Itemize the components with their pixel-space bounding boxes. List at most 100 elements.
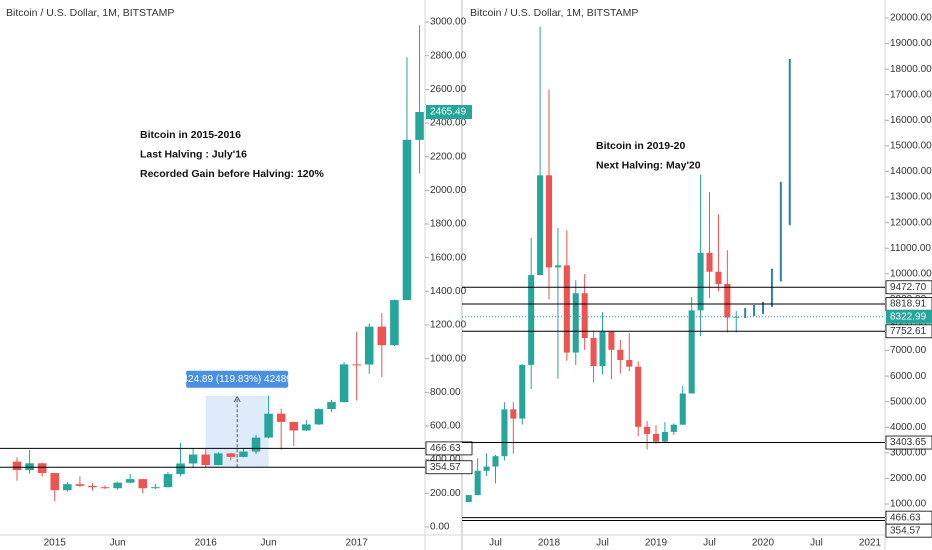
candle-body: [581, 293, 588, 339]
candle-body: [679, 393, 686, 425]
annotation: Bitcoin in 2019-20: [596, 140, 685, 152]
candle-body: [125, 479, 135, 483]
y-tick-label: 1800.00: [430, 219, 467, 230]
candle-body: [25, 463, 34, 471]
candle-body: [474, 470, 481, 496]
y-tick-label: 5000.00: [890, 396, 927, 407]
candle-body: [214, 453, 223, 465]
candle-body: [537, 175, 544, 276]
candle-body: [239, 451, 248, 457]
candle-body: [339, 364, 349, 403]
price-label: 8322.99: [890, 311, 927, 322]
level-label: 7752.61: [890, 326, 927, 337]
y-tick-label: 16000.00: [890, 115, 932, 126]
level-label: 8818.91: [890, 299, 927, 310]
y-tick-label: 10000.00: [890, 268, 932, 279]
overlay: Bitcoin / U.S. Dollar, 1M, BITSTAMP 1000.…: [470, 7, 932, 538]
x-tick-label: 2021: [859, 538, 882, 549]
candle-body: [163, 474, 173, 488]
candle-body: [151, 487, 160, 489]
x-tick-label: 2015: [44, 538, 67, 549]
y-tick-label: 3000.00: [430, 17, 467, 28]
candle-body: [644, 426, 651, 434]
candle-body: [138, 479, 148, 489]
candle-body: [289, 421, 299, 431]
y-tick-label: 2000.00: [430, 185, 467, 196]
x-tick-label: 2019: [645, 538, 668, 549]
x-tick-label: Jul: [489, 538, 502, 549]
candle-body: [276, 413, 286, 422]
candle-body: [501, 409, 508, 457]
x-tick-label: 2020: [752, 538, 775, 549]
level-label-box: [885, 523, 932, 538]
candle-body: [364, 326, 374, 365]
candle-body: [706, 252, 713, 272]
candle-body: [626, 360, 633, 367]
y-tick-label: 12000.00: [890, 217, 932, 228]
candle-body: [12, 461, 22, 471]
level-label: 354.57: [430, 462, 461, 473]
plot-area: [462, 26, 885, 522]
x-tick-label: Jun: [261, 538, 277, 549]
y-tick-label: 15000.00: [890, 141, 932, 152]
candle-body: [554, 265, 561, 268]
level-label-box: [425, 460, 473, 475]
level-label: 9472.70: [890, 282, 927, 293]
candle-body: [608, 331, 615, 350]
candle-body: [251, 437, 261, 452]
chart-title: Bitcoin / U.S. Dollar, 1M, BITSTAMP: [470, 7, 638, 19]
y-tick-label: 1000.00: [430, 353, 467, 364]
y-tick-label: 400.00: [430, 454, 461, 465]
candle-body: [670, 424, 677, 432]
candle-body: [402, 139, 412, 301]
candle-body: [302, 424, 311, 431]
y-tick-label: 800.00: [430, 387, 461, 398]
y-tick-label: 11000.00: [890, 243, 931, 254]
y-tick-label: 2400.00: [430, 118, 467, 129]
y-tick-label: 4000.00: [890, 422, 927, 433]
candle-body: [492, 456, 499, 467]
candle-body: [176, 463, 185, 475]
y-tick-label: 18000.00: [890, 64, 932, 75]
candle-body: [572, 293, 579, 353]
chart-title: Bitcoin / U.S. Dollar, 1M, BITSTAMP: [6, 7, 174, 19]
candle-body: [465, 495, 472, 502]
y-tick-label: 6000.00: [890, 371, 927, 382]
annotation: Next Halving: May'20: [596, 159, 701, 171]
candle-body: [377, 326, 387, 346]
candle-body: [528, 275, 535, 365]
candle-body: [599, 331, 606, 367]
candle-body: [510, 409, 517, 419]
x-tick-label: 2018: [538, 538, 561, 549]
candle-body: [652, 433, 660, 442]
annotation: Recorded Gain before Halving: 120%: [140, 168, 324, 180]
candle-body: [733, 316, 740, 318]
candle-body: [483, 466, 490, 471]
level-label: 466.63: [890, 512, 921, 523]
candle-body: [715, 271, 722, 285]
candle-body: [519, 364, 526, 419]
y-tick-label: 1000.00: [890, 499, 927, 510]
candle-body: [635, 366, 642, 427]
annotation: Last Halving : July'16: [140, 148, 247, 160]
price-label-box: [886, 309, 932, 324]
level-label-box: [885, 435, 932, 450]
x-tick-label: Jun: [110, 538, 126, 549]
x-tick-label: 2016: [195, 538, 218, 549]
candle-body: [314, 409, 324, 425]
level-label-box: [885, 324, 932, 339]
y-tick-label: 200.00: [430, 488, 461, 499]
y-tick-label: 1200.00: [430, 320, 467, 331]
candle-body: [50, 473, 60, 491]
candle-body: [188, 454, 198, 464]
candle-body: [661, 431, 668, 442]
candle-body: [201, 454, 210, 465]
overlay: Bitcoin / U.S. Dollar, 1M, BITSTAMP 0.00 2…: [6, 7, 473, 533]
price-label: 2465.49: [430, 107, 467, 118]
candle-body: [63, 484, 72, 491]
y-tick-label: 1400.00: [430, 286, 467, 297]
candle-body: [688, 310, 695, 394]
candle-body: [590, 338, 597, 367]
